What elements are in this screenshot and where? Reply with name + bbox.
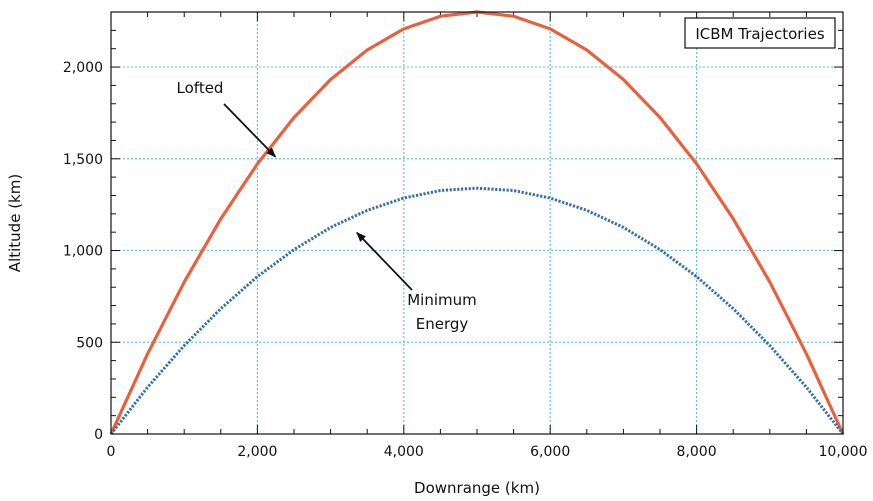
legend-frame bbox=[684, 17, 836, 49]
x-tick-label: 8,000 bbox=[677, 444, 717, 460]
arrow-minimum-energy bbox=[356, 231, 413, 291]
y-tick-label: 0 bbox=[94, 427, 103, 443]
legend-box: ICBM Trajectories bbox=[684, 17, 836, 49]
annotation-lofted: Lofted bbox=[177, 79, 224, 97]
x-tick-label: 4,000 bbox=[384, 444, 424, 460]
series-line-minimum-energy bbox=[109, 186, 845, 435]
arrow-lofted bbox=[223, 103, 277, 158]
tick-labels: 0 2,000 4,000 6,000 8,000 10,000 0 500 1,000 1,50… bbox=[63, 60, 868, 460]
y-axis-label: Altitude (km) bbox=[6, 174, 24, 272]
x-tick-label: 6,000 bbox=[530, 444, 570, 460]
x-tick-label: 2,000 bbox=[237, 444, 277, 460]
annotation-minimum: Minimum bbox=[407, 291, 477, 309]
annotation-energy: Energy bbox=[416, 315, 469, 333]
legend-title: ICBM Trajectories bbox=[695, 25, 824, 43]
series-line-lofted bbox=[109, 10, 845, 435]
x-axis-label: Downrange (km) bbox=[414, 479, 540, 497]
series-group bbox=[109, 10, 845, 435]
plot-frame bbox=[110, 11, 844, 435]
y-tick-label: 2,000 bbox=[63, 60, 103, 76]
annotations: Lofted Minimum Energy bbox=[177, 79, 477, 333]
axis-ticks bbox=[110, 11, 844, 435]
grid bbox=[111, 12, 843, 434]
y-tick-label: 500 bbox=[76, 335, 103, 351]
x-tick-label: 10,000 bbox=[819, 444, 868, 460]
y-tick-label: 1,500 bbox=[63, 152, 103, 168]
y-tick-label: 1,000 bbox=[63, 244, 103, 260]
x-tick-label: 0 bbox=[107, 444, 116, 460]
